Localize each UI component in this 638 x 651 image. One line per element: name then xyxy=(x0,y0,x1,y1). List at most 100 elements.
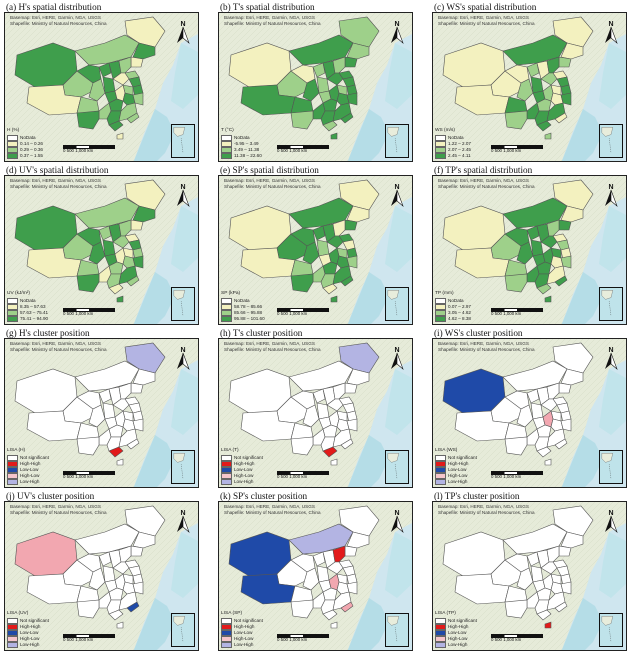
legend-label: High-Low xyxy=(448,473,468,479)
map-panel: Basemap: Esri, HERE, Garmin, NGA, USGS S… xyxy=(218,12,413,162)
legend-item: 58.78 – 85.66 xyxy=(221,304,265,310)
scale-bar-graphic xyxy=(277,145,329,149)
province-region xyxy=(504,64,530,84)
scale-label: 0 500 1,000 km xyxy=(491,637,522,642)
panel-title: (c) WS's spatial distribution xyxy=(434,2,537,12)
credit-line: Basemap: Esri, HERE, Garmin, NGA, USGS xyxy=(224,178,315,183)
province-region xyxy=(76,64,102,84)
legend-item: 1.22 – 2.07 xyxy=(435,141,471,147)
province-region xyxy=(302,78,320,102)
north-arrow-icon: N xyxy=(391,347,404,370)
legend-label: 57.63 – 75.41 xyxy=(20,310,49,316)
scale-bar-graphic xyxy=(63,634,115,638)
legend-label: Low-Low xyxy=(20,630,39,636)
province-region xyxy=(346,581,358,595)
province-region xyxy=(108,446,124,458)
panel-title: (g) H's cluster position xyxy=(6,328,90,338)
province-region xyxy=(112,72,130,86)
legend-item: 75.41 – 94.90 xyxy=(7,316,48,322)
legend-swatch xyxy=(435,316,446,322)
map-panel: Basemap: Esri, HERE, Garmin, NGA, USGS S… xyxy=(4,175,199,325)
legend-item: 0.07 – 2.97 xyxy=(435,304,471,310)
legend-title: UV (kJ/m²) xyxy=(7,291,30,297)
province-region xyxy=(340,438,354,450)
scale-bar: 0 500 1,000 km xyxy=(277,308,333,317)
legend-item: NoData xyxy=(7,298,48,304)
province-region xyxy=(560,581,572,595)
panel-title: (b) T's spatial distribution xyxy=(220,2,315,12)
legend-swatch xyxy=(435,630,446,636)
province-region xyxy=(326,398,344,412)
legend-label: 4.62 – 8.38 xyxy=(448,316,471,322)
map-panel: Basemap: Esri, HERE, Garmin, NGA, USGS S… xyxy=(432,175,627,325)
province-region xyxy=(540,398,558,412)
credit-line: Shapefile: Ministry of Natural Resources… xyxy=(10,510,107,515)
map-panel: Basemap: Esri, HERE, Garmin, NGA, USGS S… xyxy=(218,501,413,651)
legend-swatch xyxy=(7,467,18,473)
province-region xyxy=(558,545,572,557)
province-region xyxy=(74,197,140,229)
province-region xyxy=(112,561,130,575)
china-map xyxy=(5,502,198,650)
legend-label: 58.78 – 85.66 xyxy=(234,304,263,310)
legend-item: High-Low xyxy=(221,636,263,642)
south-china-sea-inset xyxy=(385,124,409,158)
legend-label: 3.05 – 4.62 xyxy=(448,310,471,316)
legend-swatch xyxy=(221,636,232,642)
province-region xyxy=(558,219,572,231)
legend-item: 57.63 – 75.41 xyxy=(7,310,48,316)
legend-swatch xyxy=(221,479,232,485)
province-region xyxy=(74,523,140,555)
scale-bar-graphic xyxy=(63,145,115,149)
legend-swatch xyxy=(7,479,18,485)
north-arrow-icon: N xyxy=(177,510,190,533)
province-region xyxy=(116,621,124,629)
panel-title: (h) T's cluster position xyxy=(220,328,303,338)
panel-title: (d) UV's spatial distribution xyxy=(6,165,109,175)
scale-label: 0 500 1,000 km xyxy=(277,311,308,316)
scale-bar: 0 500 1,000 km xyxy=(491,145,547,154)
legend-label: NoData xyxy=(448,135,464,141)
province-region xyxy=(536,120,552,132)
legend-swatch xyxy=(7,135,18,141)
scale-bar: 0 500 1,000 km xyxy=(63,471,119,480)
legend-swatch xyxy=(435,310,446,316)
legend-swatch xyxy=(221,473,232,479)
map-credit: Basemap: Esri, HERE, Garmin, NGA, USGS S… xyxy=(438,178,588,190)
legend-label: Low-Low xyxy=(234,630,253,636)
province-region xyxy=(560,205,584,223)
legend-item: High-High xyxy=(221,624,263,630)
credit-line: Shapefile: Ministry of Natural Resources… xyxy=(10,184,107,189)
map-legend: LISA (SP) Not significant High-High Low-Low… xyxy=(221,611,263,648)
legend-swatch xyxy=(7,153,18,159)
legend-label: 0.29 – 0.36 xyxy=(20,147,43,153)
legend-item: Not significant xyxy=(435,455,477,461)
province-region xyxy=(88,404,106,428)
credit-line: Basemap: Esri, HERE, Garmin, NGA, USGS xyxy=(438,178,529,183)
scale-bar-graphic xyxy=(491,634,543,638)
legend-item: 85.66 – 95.88 xyxy=(221,310,265,316)
province-region xyxy=(504,390,530,410)
credit-line: Basemap: Esri, HERE, Garmin, NGA, USGS xyxy=(224,341,315,346)
north-arrow-icon: N xyxy=(605,184,618,207)
legend-item: 3.05 – 4.62 xyxy=(435,310,471,316)
legend-swatch xyxy=(435,135,446,141)
legend-swatch xyxy=(435,618,446,624)
province-region xyxy=(560,418,572,432)
map-panel: Basemap: Esri, HERE, Garmin, NGA, USGS S… xyxy=(4,12,199,162)
map-panel: Basemap: Esri, HERE, Garmin, NGA, USGS S… xyxy=(218,175,413,325)
legend-label: Low-High xyxy=(448,642,468,648)
china-map xyxy=(433,13,626,161)
legend-item: Low-Low xyxy=(435,467,477,473)
scale-label: 0 500 1,000 km xyxy=(63,311,94,316)
legend-swatch xyxy=(435,479,446,485)
province-region xyxy=(554,112,568,124)
credit-line: Shapefile: Ministry of Natural Resources… xyxy=(224,21,321,26)
legend-label: High-Low xyxy=(234,636,254,642)
credit-line: Basemap: Esri, HERE, Garmin, NGA, USGS xyxy=(224,15,315,20)
province-region xyxy=(558,382,572,394)
svg-text:N: N xyxy=(394,347,399,354)
province-region xyxy=(290,64,316,84)
map-legend: H (%) NoData 0.14 – 0.26 0.29 – 0.36 0.37 – … xyxy=(7,128,43,159)
credit-line: Shapefile: Ministry of Natural Resources… xyxy=(438,347,535,352)
